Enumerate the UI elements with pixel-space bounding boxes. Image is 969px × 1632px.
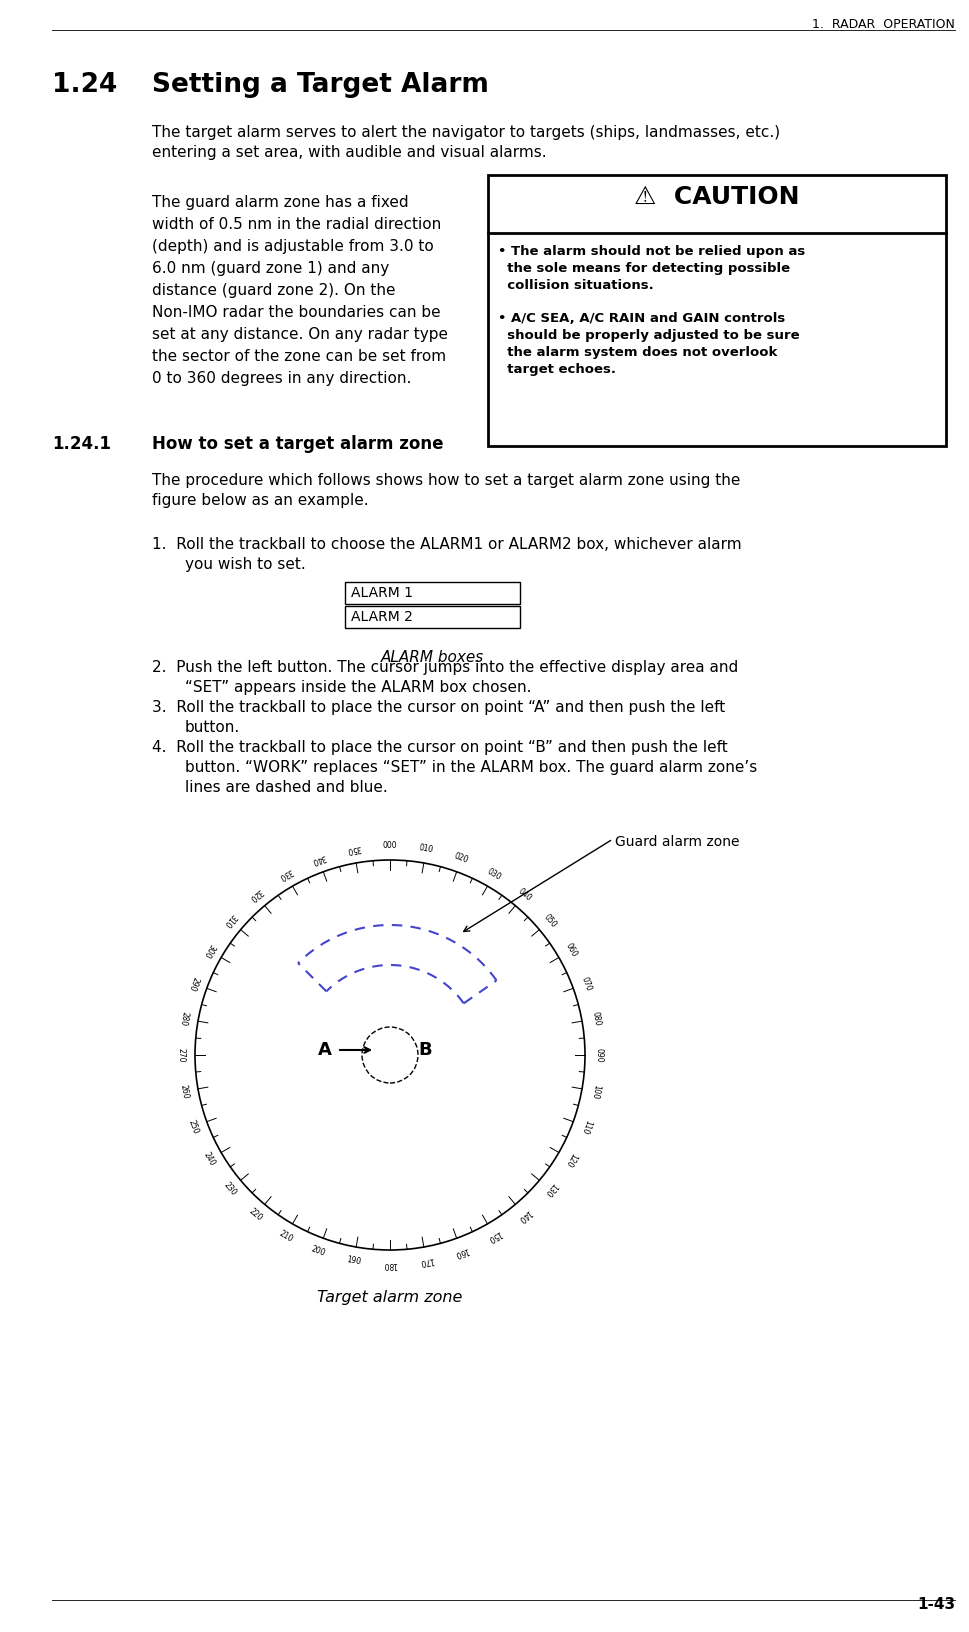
Text: 080: 080 [589, 1010, 601, 1027]
Text: 4.  Roll the trackball to place the cursor on point “B” and then push the left: 4. Roll the trackball to place the curso… [152, 739, 727, 756]
Text: 310: 310 [222, 912, 237, 929]
Text: 070: 070 [579, 974, 592, 992]
Text: How to set a target alarm zone: How to set a target alarm zone [152, 436, 443, 454]
Text: 190: 190 [345, 1255, 361, 1266]
Text: should be properly adjusted to be sure: should be properly adjusted to be sure [497, 330, 798, 343]
Text: ALARM 2: ALARM 2 [351, 610, 413, 623]
Text: 180: 180 [383, 1260, 396, 1268]
Text: the alarm system does not overlook: the alarm system does not overlook [497, 346, 776, 359]
Text: ⚠  CAUTION: ⚠ CAUTION [634, 184, 798, 209]
Bar [345, 583, 519, 604]
Text: 6.0 nm (guard zone 1) and any: 6.0 nm (guard zone 1) and any [152, 261, 389, 276]
Text: 100: 100 [589, 1084, 601, 1100]
Text: 000: 000 [383, 842, 397, 850]
Text: Setting a Target Alarm: Setting a Target Alarm [152, 72, 488, 98]
Text: 210: 210 [277, 1229, 294, 1244]
Text: “SET” appears inside the ALARM box chosen.: “SET” appears inside the ALARM box chose… [185, 681, 531, 695]
Text: 250: 250 [187, 1118, 201, 1134]
Text: 3.  Roll the trackball to place the cursor on point “A” and then push the left: 3. Roll the trackball to place the curso… [152, 700, 725, 715]
Text: 170: 170 [418, 1255, 434, 1266]
Text: The target alarm serves to alert the navigator to targets (ships, landmasses, et: The target alarm serves to alert the nav… [152, 126, 779, 140]
Text: 1.  RADAR  OPERATION: 1. RADAR OPERATION [811, 18, 954, 31]
Text: the sole means for detecting possible: the sole means for detecting possible [497, 263, 790, 276]
Text: The guard alarm zone has a fixed: The guard alarm zone has a fixed [152, 194, 408, 211]
Text: 200: 200 [310, 1245, 327, 1258]
Text: target echoes.: target echoes. [497, 362, 615, 375]
Text: • A/C SEA, A/C RAIN and GAIN controls: • A/C SEA, A/C RAIN and GAIN controls [497, 312, 785, 325]
Text: 010: 010 [418, 844, 434, 855]
Text: 020: 020 [453, 852, 469, 865]
Text: entering a set area, with audible and visual alarms.: entering a set area, with audible and vi… [152, 145, 547, 160]
Text: • The alarm should not be relied upon as: • The alarm should not be relied upon as [497, 245, 804, 258]
Text: width of 0.5 nm in the radial direction: width of 0.5 nm in the radial direction [152, 217, 441, 232]
Text: 130: 130 [542, 1182, 557, 1198]
Text: 140: 140 [516, 1208, 532, 1224]
Text: set at any distance. On any radar type: set at any distance. On any radar type [152, 326, 448, 343]
Text: Target alarm zone: Target alarm zone [317, 1289, 462, 1306]
Text: 110: 110 [579, 1118, 592, 1134]
Bar [487, 175, 945, 446]
Text: 220: 220 [247, 1208, 264, 1222]
Text: 120: 120 [563, 1151, 578, 1169]
Text: 150: 150 [485, 1229, 503, 1244]
Text: 330: 330 [276, 867, 294, 881]
Text: 1.24: 1.24 [52, 72, 117, 98]
Text: 030: 030 [485, 867, 503, 881]
Bar [345, 605, 519, 628]
Text: 1.24.1: 1.24.1 [52, 436, 110, 454]
Text: 050: 050 [542, 912, 558, 929]
Text: (depth) and is adjustable from 3.0 to: (depth) and is adjustable from 3.0 to [152, 238, 433, 255]
Text: 230: 230 [222, 1182, 237, 1198]
Text: 300: 300 [202, 942, 216, 960]
Text: 270: 270 [176, 1048, 185, 1062]
Text: 340: 340 [310, 852, 327, 865]
Text: 1.  Roll the trackball to choose the ALARM1 or ALARM2 box, whichever alarm: 1. Roll the trackball to choose the ALAR… [152, 537, 741, 552]
Text: the sector of the zone can be set from: the sector of the zone can be set from [152, 349, 446, 364]
Text: button. “WORK” replaces “SET” in the ALARM box. The guard alarm zone’s: button. “WORK” replaces “SET” in the ALA… [185, 761, 757, 775]
Text: ALARM boxes: ALARM boxes [381, 650, 484, 664]
Text: 090: 090 [594, 1048, 603, 1062]
Text: 1-43: 1-43 [916, 1598, 954, 1612]
Text: A: A [318, 1041, 331, 1059]
Text: 040: 040 [516, 886, 532, 902]
Text: 290: 290 [187, 976, 201, 992]
Text: B: B [418, 1041, 431, 1059]
Text: lines are dashed and blue.: lines are dashed and blue. [185, 780, 388, 795]
Text: ALARM 1: ALARM 1 [351, 586, 413, 601]
Text: collision situations.: collision situations. [497, 279, 653, 292]
Text: 260: 260 [178, 1084, 190, 1100]
Text: you wish to set.: you wish to set. [185, 557, 305, 571]
Text: 280: 280 [178, 1010, 190, 1027]
Text: 320: 320 [247, 886, 264, 902]
Text: distance (guard zone 2). On the: distance (guard zone 2). On the [152, 282, 395, 299]
Text: 350: 350 [345, 844, 361, 855]
Text: 240: 240 [202, 1151, 216, 1169]
Text: 160: 160 [453, 1245, 469, 1258]
Text: 2.  Push the left button. The cursor jumps into the effective display area and: 2. Push the left button. The cursor jump… [152, 659, 737, 676]
Text: button.: button. [185, 720, 240, 734]
Text: The procedure which follows shows how to set a target alarm zone using the: The procedure which follows shows how to… [152, 473, 739, 488]
Text: Non-IMO radar the boundaries can be: Non-IMO radar the boundaries can be [152, 305, 440, 320]
Text: 0 to 360 degrees in any direction.: 0 to 360 degrees in any direction. [152, 370, 411, 387]
Text: figure below as an example.: figure below as an example. [152, 493, 368, 508]
Text: Guard alarm zone: Guard alarm zone [614, 836, 738, 849]
Text: 060: 060 [563, 942, 578, 960]
